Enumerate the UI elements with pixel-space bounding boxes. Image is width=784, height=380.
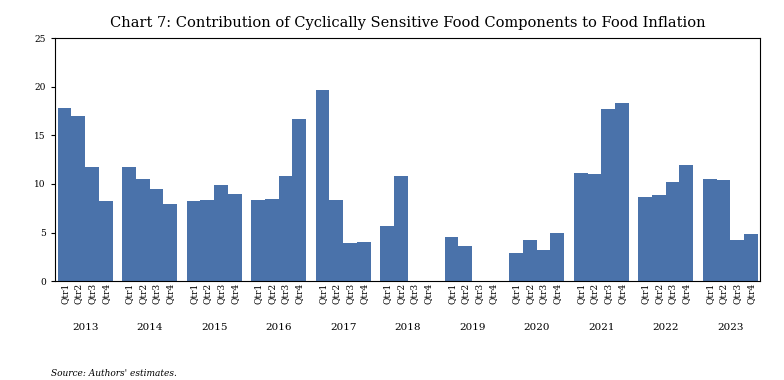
Bar	[71, 116, 85, 281]
Text: 2021: 2021	[588, 323, 615, 332]
Bar	[717, 180, 730, 281]
Bar	[292, 119, 306, 281]
Bar	[601, 109, 615, 281]
Bar	[459, 246, 472, 281]
Bar	[163, 204, 177, 281]
Bar	[228, 194, 241, 281]
Bar	[99, 201, 113, 281]
Bar	[523, 240, 537, 281]
Text: 2019: 2019	[459, 323, 485, 332]
Bar	[680, 165, 693, 281]
Bar	[150, 189, 163, 281]
Bar	[357, 242, 371, 281]
Bar	[394, 176, 408, 281]
Bar	[329, 201, 343, 281]
Text: Source: Authors' estimates.: Source: Authors' estimates.	[51, 369, 177, 378]
Bar	[201, 201, 214, 281]
Bar	[58, 108, 71, 281]
Bar	[574, 173, 587, 281]
Bar	[615, 103, 629, 281]
Bar	[638, 196, 652, 281]
Bar	[187, 201, 201, 281]
Bar	[252, 201, 265, 281]
Bar	[510, 253, 523, 281]
Bar	[278, 176, 292, 281]
Bar	[445, 238, 459, 281]
Bar	[744, 234, 757, 281]
Bar	[343, 243, 357, 281]
Bar	[265, 198, 278, 281]
Text: 2020: 2020	[524, 323, 550, 332]
Bar	[136, 179, 150, 281]
Bar	[730, 240, 744, 281]
Text: 2018: 2018	[394, 323, 421, 332]
Text: 2017: 2017	[330, 323, 357, 332]
Bar	[380, 226, 394, 281]
Text: 2015: 2015	[201, 323, 227, 332]
Bar	[214, 185, 228, 281]
Bar	[316, 90, 329, 281]
Bar	[550, 233, 564, 281]
Text: 2014: 2014	[136, 323, 163, 332]
Bar	[587, 174, 601, 281]
Bar	[122, 167, 136, 281]
Bar	[537, 250, 550, 281]
Text: 2016: 2016	[266, 323, 292, 332]
Bar	[85, 167, 99, 281]
Text: 2022: 2022	[652, 323, 679, 332]
Bar	[702, 179, 717, 281]
Bar	[652, 195, 666, 281]
Text: 2023: 2023	[717, 323, 743, 332]
Bar	[666, 182, 680, 281]
Text: 2013: 2013	[72, 323, 99, 332]
Title: Chart 7: Contribution of Cyclically Sensitive Food Components to Food Inflation: Chart 7: Contribution of Cyclically Sens…	[110, 16, 706, 30]
